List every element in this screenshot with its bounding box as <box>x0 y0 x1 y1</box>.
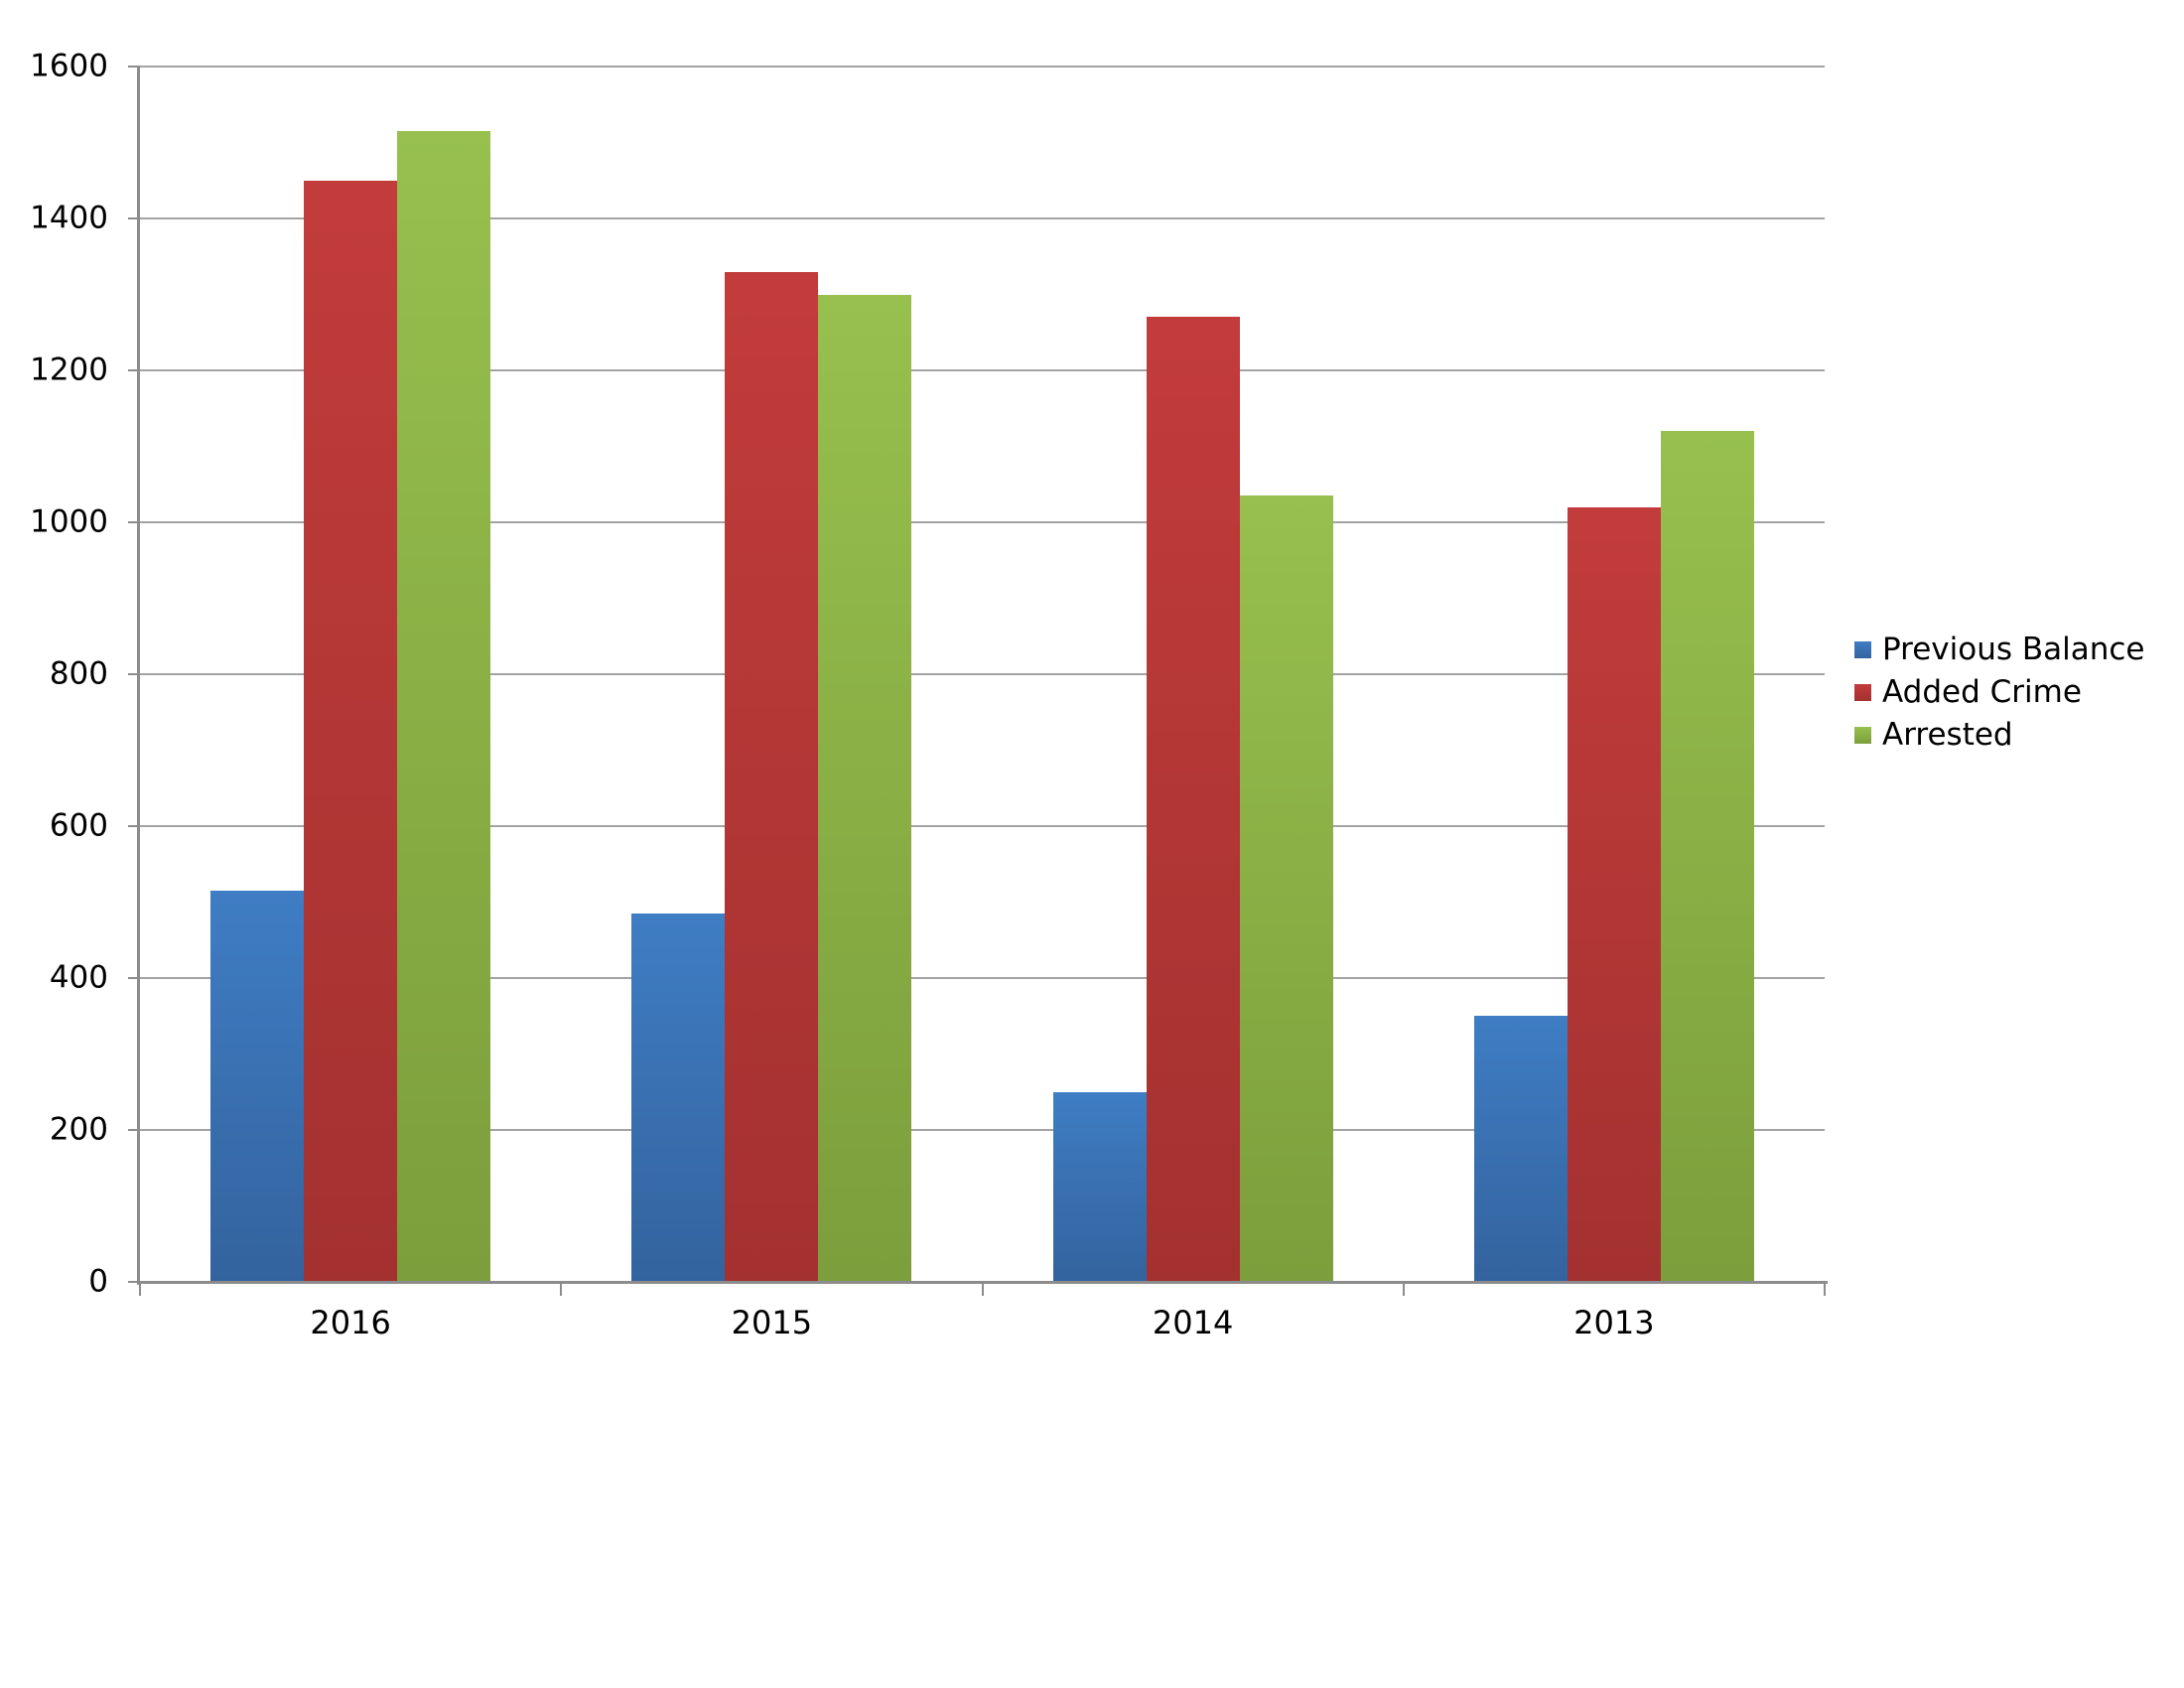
bar-2014-previous-balance <box>1052 1091 1147 1282</box>
bar-2013-previous-balance <box>1473 1016 1568 1282</box>
legend-label-added-crime: Added Crime <box>1882 674 2082 710</box>
y-axis-label-400: 400 <box>49 959 108 996</box>
x-axis-line <box>137 1281 1828 1284</box>
legend-item-previous-balance: Previous Balance <box>1854 629 2145 671</box>
legend-swatch-previous-balance-icon <box>1854 641 1871 658</box>
gridline-600 <box>140 825 1825 827</box>
bar-2014-added-crime <box>1146 317 1240 1282</box>
y-axis-tick-1400 <box>128 217 140 219</box>
legend-swatch-added-crime-icon <box>1854 684 1871 701</box>
gridline-200 <box>140 1129 1825 1131</box>
y-axis-tick-0 <box>128 1281 140 1283</box>
x-axis-label-2016: 2016 <box>310 1304 391 1341</box>
bar-2015-added-crime <box>725 271 819 1282</box>
y-axis-label-600: 600 <box>49 807 108 844</box>
gridline-1400 <box>140 217 1825 219</box>
y-axis-tick-1600 <box>128 66 140 68</box>
bar-2013-added-crime <box>1567 506 1661 1282</box>
gridline-400 <box>140 977 1825 979</box>
legend-label-previous-balance: Previous Balance <box>1882 632 2145 667</box>
x-axis-tick-3 <box>1402 1283 1405 1296</box>
y-axis-line <box>137 66 140 1285</box>
legend-label-arrested: Arrested <box>1882 717 2013 753</box>
x-axis-label-2013: 2013 <box>1573 1304 1655 1341</box>
bar-2016-previous-balance <box>210 891 305 1282</box>
y-axis-tick-600 <box>128 825 140 827</box>
bar-2016-added-crime <box>304 180 398 1282</box>
x-axis-label-2015: 2015 <box>731 1304 813 1341</box>
y-axis-tick-200 <box>128 1129 140 1131</box>
legend-swatch-arrested-icon <box>1854 727 1871 744</box>
x-axis-label-2014: 2014 <box>1152 1304 1234 1341</box>
gridline-1200 <box>140 369 1825 371</box>
y-axis-label-0: 0 <box>88 1263 108 1300</box>
bar-2015-previous-balance <box>631 913 726 1282</box>
y-axis-label-1000: 1000 <box>30 503 108 540</box>
chart-legend: Previous Balance Added Crime Arrested <box>1854 629 2145 757</box>
y-axis-label-1600: 1600 <box>30 48 108 84</box>
gridline-1600 <box>140 66 1825 68</box>
bar-2015-arrested <box>818 294 912 1282</box>
gridline-1000 <box>140 521 1825 523</box>
legend-item-arrested: Arrested <box>1854 714 2145 757</box>
y-axis-label-200: 200 <box>49 1111 108 1148</box>
x-axis-tick-0 <box>139 1283 141 1296</box>
legend-item-added-crime: Added Crime <box>1854 671 2145 714</box>
y-axis-tick-1200 <box>128 369 140 371</box>
y-axis-label-1400: 1400 <box>30 200 108 236</box>
gridline-800 <box>140 673 1825 675</box>
x-axis-tick-4 <box>1824 1283 1826 1296</box>
bar-2013-arrested <box>1660 431 1754 1282</box>
x-axis-tick-2 <box>981 1283 984 1296</box>
y-axis-tick-400 <box>128 977 140 979</box>
x-axis-tick-1 <box>560 1283 563 1296</box>
y-axis-tick-1000 <box>128 521 140 523</box>
bar-2016-arrested <box>397 131 491 1282</box>
y-axis-tick-800 <box>128 673 140 675</box>
y-axis-label-800: 800 <box>49 655 108 692</box>
y-axis-label-1200: 1200 <box>30 352 108 388</box>
bar-2014-arrested <box>1239 495 1333 1282</box>
